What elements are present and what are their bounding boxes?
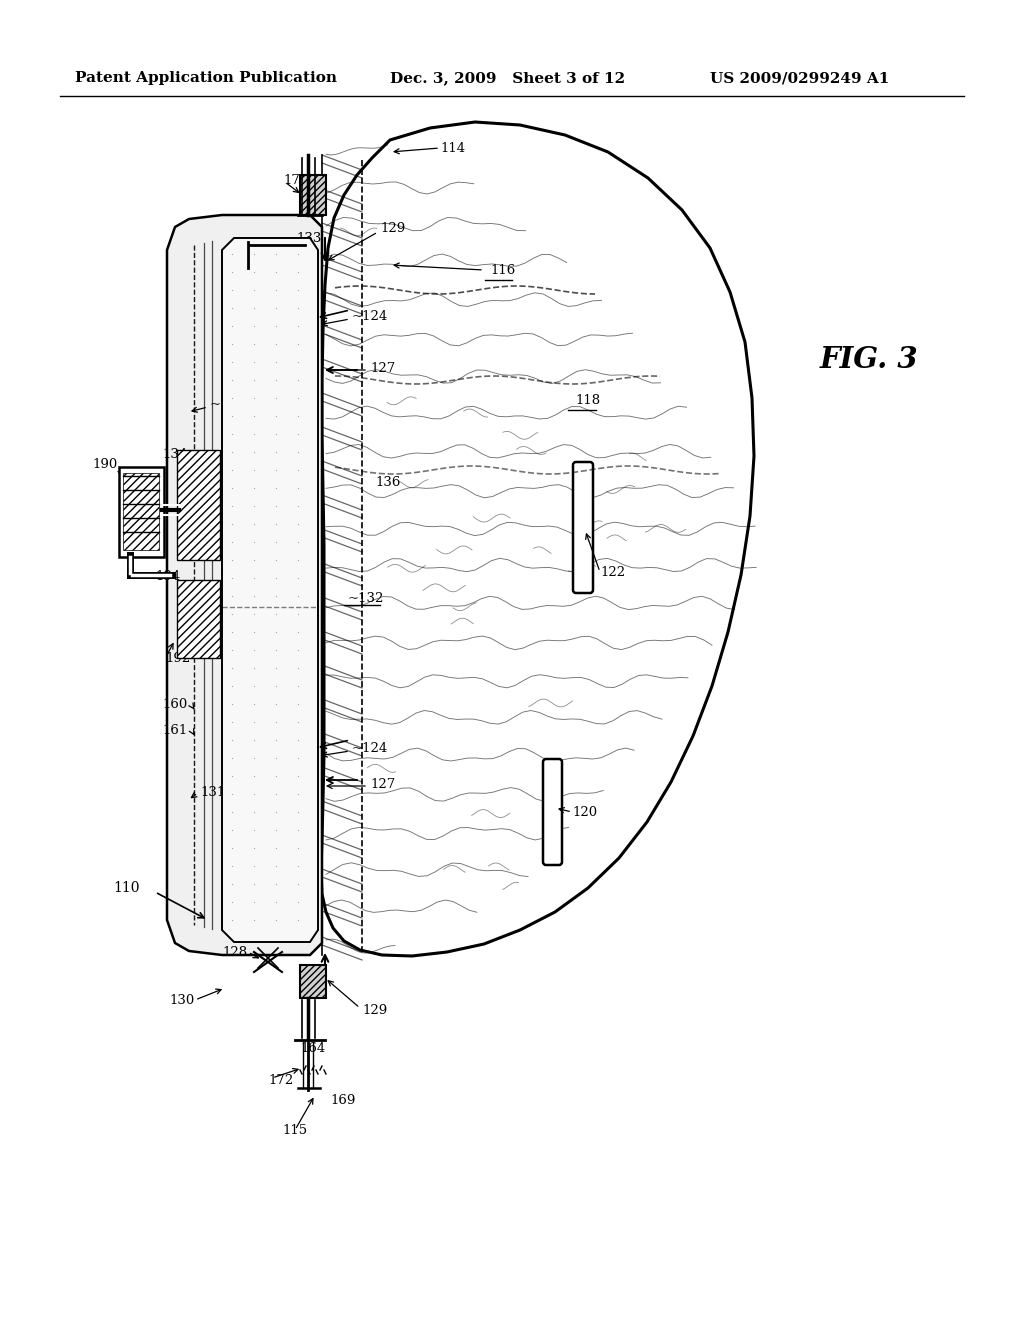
Text: ~124: ~124 [352, 309, 388, 322]
Polygon shape [167, 215, 322, 954]
Text: 161: 161 [163, 723, 188, 737]
Text: 136: 136 [375, 475, 400, 488]
FancyBboxPatch shape [119, 466, 164, 557]
Polygon shape [222, 238, 318, 942]
Text: 190: 190 [93, 458, 118, 471]
Text: 130: 130 [170, 994, 195, 1006]
Text: 169: 169 [330, 1093, 355, 1106]
FancyBboxPatch shape [543, 759, 562, 865]
Text: 172: 172 [268, 1073, 293, 1086]
Text: FIG. 3: FIG. 3 [820, 346, 919, 375]
FancyBboxPatch shape [573, 462, 593, 593]
Text: 172: 172 [283, 173, 308, 186]
Polygon shape [177, 450, 220, 560]
Text: 160: 160 [163, 698, 188, 711]
Text: 134: 134 [163, 449, 188, 462]
Text: 129: 129 [380, 222, 406, 235]
Text: 120: 120 [572, 805, 597, 818]
Text: 127: 127 [370, 779, 395, 792]
Polygon shape [300, 176, 326, 215]
Text: 131: 131 [200, 785, 225, 799]
Text: 129: 129 [362, 1003, 387, 1016]
Text: ~131: ~131 [210, 399, 247, 412]
Text: 192: 192 [165, 652, 190, 664]
Text: 116: 116 [490, 264, 515, 276]
Polygon shape [300, 965, 326, 998]
Text: 162: 162 [234, 259, 260, 272]
Text: Patent Application Publication: Patent Application Publication [75, 71, 337, 84]
Polygon shape [321, 121, 754, 956]
Text: 133: 133 [296, 231, 322, 244]
Text: 118: 118 [575, 393, 600, 407]
Text: ~132: ~132 [348, 591, 384, 605]
Text: Dec. 3, 2009   Sheet 3 of 12: Dec. 3, 2009 Sheet 3 of 12 [390, 71, 625, 84]
Text: 127: 127 [370, 362, 395, 375]
Polygon shape [177, 579, 220, 657]
Text: 194: 194 [155, 569, 180, 582]
Text: 114: 114 [440, 141, 465, 154]
Text: US 2009/0299249 A1: US 2009/0299249 A1 [710, 71, 890, 84]
Text: 128: 128 [223, 945, 248, 958]
Text: 115: 115 [283, 1123, 307, 1137]
Text: 110: 110 [114, 880, 140, 895]
Text: 164: 164 [300, 1041, 326, 1055]
Text: 122: 122 [600, 565, 625, 578]
Text: ~124: ~124 [352, 742, 388, 755]
